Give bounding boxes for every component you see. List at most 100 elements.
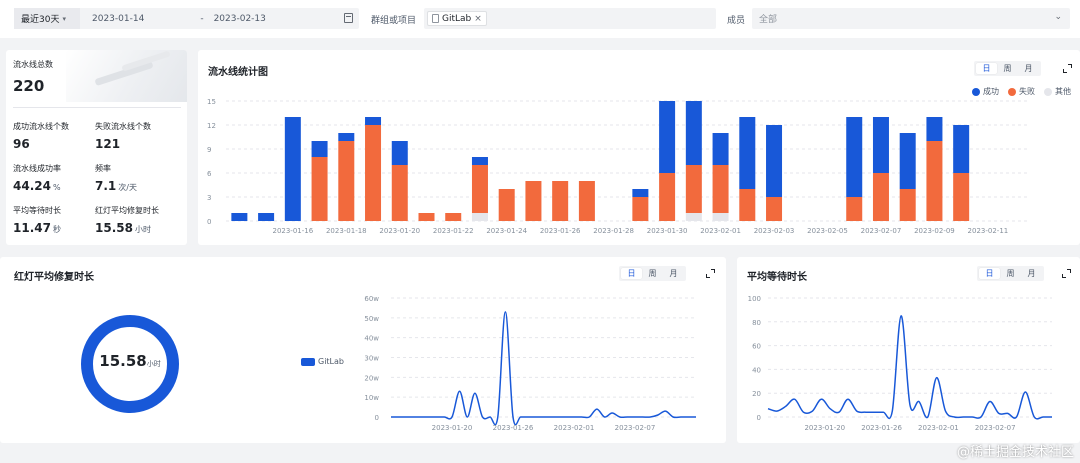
legend-label-fail[interactable]: 失败 <box>1019 87 1035 96</box>
bar-segment[interactable] <box>899 189 916 221</box>
granularity-month-button[interactable]: 月 <box>669 269 678 278</box>
granularity-month-button[interactable]: 月 <box>1027 269 1036 278</box>
bar-segment[interactable] <box>872 117 889 173</box>
legend-swatch <box>301 357 315 366</box>
bar-segment[interactable] <box>953 125 970 173</box>
member-select[interactable]: 全部 ⌄ <box>752 8 1070 29</box>
bar-segment[interactable] <box>953 173 970 221</box>
divider <box>13 107 181 108</box>
bar-segment[interactable] <box>685 165 702 213</box>
bar-segment[interactable] <box>471 165 488 213</box>
x-tick-label: 2023-01-26 <box>493 424 534 432</box>
failed-pipelines-label: 失败流水线个数 <box>95 122 151 131</box>
granularity-week-button[interactable]: 周 <box>1006 269 1015 278</box>
bar-segment[interactable] <box>846 197 863 221</box>
bar-segment[interactable] <box>926 141 943 221</box>
frequency-number: 7.1 <box>95 179 117 193</box>
bar-segment[interactable] <box>712 213 729 221</box>
x-tick-label: 2023-01-26 <box>861 424 902 432</box>
project-tag: GitLab × <box>427 11 487 26</box>
success-pipelines-label: 成功流水线个数 <box>13 122 69 131</box>
granularity-week-button[interactable]: 周 <box>1003 64 1012 73</box>
bar-segment[interactable] <box>391 165 408 221</box>
bar-segment[interactable] <box>926 117 943 141</box>
bar-segment[interactable] <box>498 189 515 221</box>
bar-segment[interactable] <box>685 213 702 221</box>
y-tick-label: 9 <box>207 146 211 154</box>
project-filter-label: 群组或项目 <box>371 16 417 26</box>
bar-segment[interactable] <box>685 101 702 165</box>
series-line[interactable] <box>767 315 1052 420</box>
granularity-switch: 日 周 月 <box>619 266 686 281</box>
legend-label-success[interactable]: 成功 <box>983 87 999 96</box>
bar-segment[interactable] <box>846 117 863 197</box>
bar-segment[interactable] <box>311 157 328 221</box>
bar-segment[interactable] <box>284 117 301 221</box>
bar-segment[interactable] <box>659 101 676 173</box>
x-tick-label: 2023-02-07 <box>975 424 1016 432</box>
legend-label-other[interactable]: 其他 <box>1055 87 1071 96</box>
bar-segment[interactable] <box>365 117 382 125</box>
legend-swatch <box>1008 87 1016 96</box>
bar-segment[interactable] <box>391 141 408 165</box>
bar-segment[interactable] <box>712 165 729 213</box>
granularity-day-button[interactable]: 日 <box>979 268 1000 279</box>
bar-segment[interactable] <box>445 213 462 221</box>
bar-segment[interactable] <box>552 181 569 221</box>
bar-segment[interactable] <box>739 189 756 221</box>
x-tick-label: 2023-02-11 <box>968 227 1009 235</box>
document-icon <box>432 14 439 23</box>
bar-segment[interactable] <box>338 141 355 221</box>
bar-segment[interactable] <box>659 173 676 221</box>
bar-segment[interactable] <box>766 197 783 221</box>
avg-wait-unit: 秒 <box>52 225 61 234</box>
x-tick-label: 2023-01-30 <box>647 227 688 235</box>
bar-segment[interactable] <box>739 117 756 189</box>
granularity-week-button[interactable]: 周 <box>648 269 657 278</box>
end-date-input[interactable]: 2023-02-13 <box>213 13 266 24</box>
member-filter-label: 成员 <box>727 16 746 26</box>
bar-segment[interactable] <box>632 189 649 197</box>
x-tick-label: 2023-02-07 <box>615 424 656 432</box>
legend-label-gitlab[interactable]: GitLab <box>318 357 344 366</box>
range-select[interactable]: 最近30天 ▾ <box>14 8 80 29</box>
expand-icon[interactable] <box>706 269 715 278</box>
bar-segment[interactable] <box>338 133 355 141</box>
y-tick-label: 6 <box>207 170 212 178</box>
project-tag-label: GitLab <box>442 13 472 24</box>
bar-segment[interactable] <box>418 213 435 221</box>
bar-segment[interactable] <box>632 197 649 221</box>
y-tick-label: 60w <box>364 295 379 303</box>
expand-icon[interactable] <box>1062 269 1071 278</box>
donut-ring <box>81 315 179 413</box>
bar-segment[interactable] <box>712 133 729 165</box>
y-tick-label: 40w <box>364 335 379 343</box>
close-icon[interactable]: × <box>474 13 482 24</box>
repair-line-chart: 0 10w 20w 30w 40w 50w 60w 2023-01-20 2023-01-26 2… <box>364 295 696 432</box>
bar-segment[interactable] <box>311 141 328 157</box>
project-select[interactable]: GitLab × <box>424 8 716 29</box>
granularity-day-button[interactable]: 日 <box>976 63 997 74</box>
series-line[interactable] <box>390 311 696 426</box>
x-tick-label: 2023-01-20 <box>379 227 420 235</box>
bar-segment[interactable] <box>231 213 248 221</box>
bar-segment[interactable] <box>471 157 488 165</box>
bar-segment[interactable] <box>258 213 275 221</box>
expand-icon[interactable] <box>1063 64 1072 73</box>
bar-segment[interactable] <box>899 133 916 189</box>
start-date-input[interactable]: 2023-01-14 <box>92 13 145 24</box>
granularity-day-button[interactable]: 日 <box>621 268 642 279</box>
bar-segment[interactable] <box>365 125 382 221</box>
avg-wait-number: 11.47 <box>13 221 51 235</box>
success-rate-number: 44.24 <box>13 179 51 193</box>
granularity-switch: 日 周 月 <box>974 61 1041 76</box>
granularity-month-button[interactable]: 月 <box>1024 64 1033 73</box>
bar-segment[interactable] <box>578 181 595 221</box>
calendar-icon[interactable] <box>344 13 353 23</box>
date-range-picker[interactable]: 最近30天 ▾ 2023-01-14 - 2023-02-13 <box>14 8 359 29</box>
bar-segment[interactable] <box>766 125 783 197</box>
bar-segment[interactable] <box>525 181 542 221</box>
bar-segment[interactable] <box>872 173 889 221</box>
bar-segment[interactable] <box>471 213 488 221</box>
wait-time-card: 平均等待时长 日 周 月 0 20 40 60 80 100 2023-01-20 2023-… <box>737 257 1080 443</box>
